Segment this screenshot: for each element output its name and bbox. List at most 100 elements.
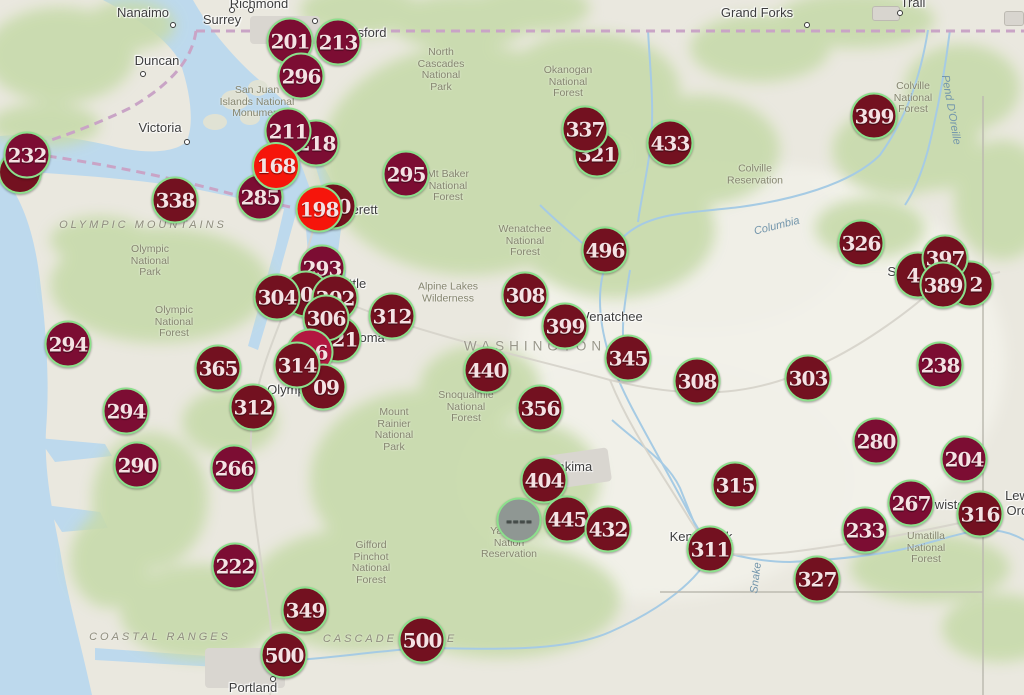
aqi-marker[interactable]: 294 [102,387,150,435]
aqi-value: 211 [268,119,309,143]
aqi-marker[interactable]: 233 [841,506,889,554]
aqi-value: 303 [788,366,829,390]
aqi-value: 198 [299,197,340,221]
aqi-marker[interactable]: 168 [252,142,300,190]
aqi-marker[interactable]: 267 [887,479,935,527]
aqi-value: 314 [277,353,318,377]
city-dot-icon [270,676,276,682]
aqi-value: 280 [856,429,897,453]
aqi-value: 09 [313,375,340,399]
aqi-marker[interactable]: 312 [368,292,416,340]
aqi-value: 356 [520,396,561,420]
aqi-marker[interactable]: 266 [210,444,258,492]
aqi-value: 311 [690,537,731,561]
city-dot-icon [140,71,146,77]
aqi-value: 349 [285,598,326,622]
city-dot-icon [897,10,903,16]
aqi-value: 316 [960,502,1001,526]
aqi-marker[interactable]: 445 [543,495,591,543]
city-dot-icon [229,7,235,13]
aqi-marker[interactable]: 290 [113,441,161,489]
aqi-value: 500 [402,628,443,652]
aqi-marker[interactable]: 198 [295,185,343,233]
aqi-value: 238 [920,353,961,377]
aqi-marker[interactable]: 432 [584,505,632,553]
aqi-marker[interactable]: 238 [916,341,964,389]
aqi-marker[interactable]: 308 [673,357,721,405]
aqi-marker[interactable]: 308 [501,271,549,319]
aqi-marker[interactable]: 399 [850,92,898,140]
aqi-value: 168 [256,154,297,178]
aqi-marker[interactable]: 213 [314,18,362,66]
aqi-value: 4 [906,263,921,287]
aqi-value: 327 [797,567,838,591]
aqi-value: 233 [845,518,886,542]
aqi-value: 285 [240,185,281,209]
aqi-marker[interactable]: 326 [837,219,885,267]
city-dot-icon [312,18,318,24]
aqi-value: 294 [106,399,147,423]
aqi-marker[interactable]: 365 [194,344,242,392]
aqi-marker-nodata[interactable]: ---- [496,497,542,543]
aqi-marker[interactable]: 500 [398,616,446,664]
aqi-marker[interactable]: 404 [520,456,568,504]
aqi-marker[interactable]: 304 [253,273,301,321]
aqi-marker[interactable]: 337 [561,105,609,153]
map-label-box [872,6,900,21]
aqi-value: 440 [467,358,508,382]
aqi-marker[interactable]: 222 [211,542,259,590]
city-dot-icon [184,139,190,145]
aqi-value: 445 [547,507,588,531]
aqi-value: 306 [306,306,347,330]
aqi-marker[interactable]: 399 [541,302,589,350]
aqi-value: 222 [215,554,256,578]
aqi-marker[interactable]: 496 [581,226,629,274]
aqi-value: 432 [588,517,629,541]
aqi-value: 267 [891,491,932,515]
aqi-marker[interactable]: 315 [711,461,759,509]
aqi-value: 345 [608,346,649,370]
aqi-value: 500 [264,643,305,667]
aqi-value: 2 [969,272,984,296]
city-dot-icon [804,22,810,28]
aqi-marker[interactable]: 500 [260,631,308,679]
aqi-marker[interactable]: 218 [292,119,340,167]
aqi-marker[interactable]: 296 [277,52,325,100]
aqi-marker[interactable]: 232 [3,131,51,179]
aqi-marker[interactable]: 312 [229,383,277,431]
map-label-box [1004,11,1024,26]
aqi-value: 389 [923,273,964,297]
aqi-marker[interactable]: 433 [646,119,694,167]
aqi-marker[interactable]: 327 [793,555,841,603]
aqi-value: 312 [233,395,274,419]
aqi-marker[interactable]: 440 [463,346,511,394]
aqi-value: 399 [854,104,895,128]
aqi-value: 304 [257,285,298,309]
aqi-marker[interactable]: 338 [151,176,199,224]
aqi-marker[interactable]: 204 [940,435,988,483]
aqi-marker[interactable]: 316 [956,490,1004,538]
aqi-marker[interactable]: 311 [686,525,734,573]
aqi-value: 496 [585,238,626,262]
aqi-value: 290 [117,453,158,477]
aqi-marker[interactable]: 389 [919,261,967,309]
aqi-value: 399 [545,314,586,338]
aqi-marker[interactable]: 345 [604,334,652,382]
aqi-marker[interactable]: 356 [516,384,564,432]
aqi-value: 326 [841,231,882,255]
aqi-value: ---- [505,510,533,529]
aqi-marker[interactable]: 280 [852,417,900,465]
aqi-value: 308 [505,283,546,307]
aqi-marker[interactable]: 295 [382,150,430,198]
aqi-value: 294 [48,332,89,356]
aqi-marker[interactable]: 294 [44,320,92,368]
aqi-value: 312 [372,304,413,328]
aqi-value: 204 [944,447,985,471]
aqi-value: 295 [386,162,427,186]
aqi-marker[interactable]: 314 [273,341,321,389]
aqi-marker[interactable]: 349 [281,586,329,634]
aqi-marker[interactable]: 303 [784,354,832,402]
aqi-value: 308 [677,369,718,393]
aqi-value: 338 [155,188,196,212]
